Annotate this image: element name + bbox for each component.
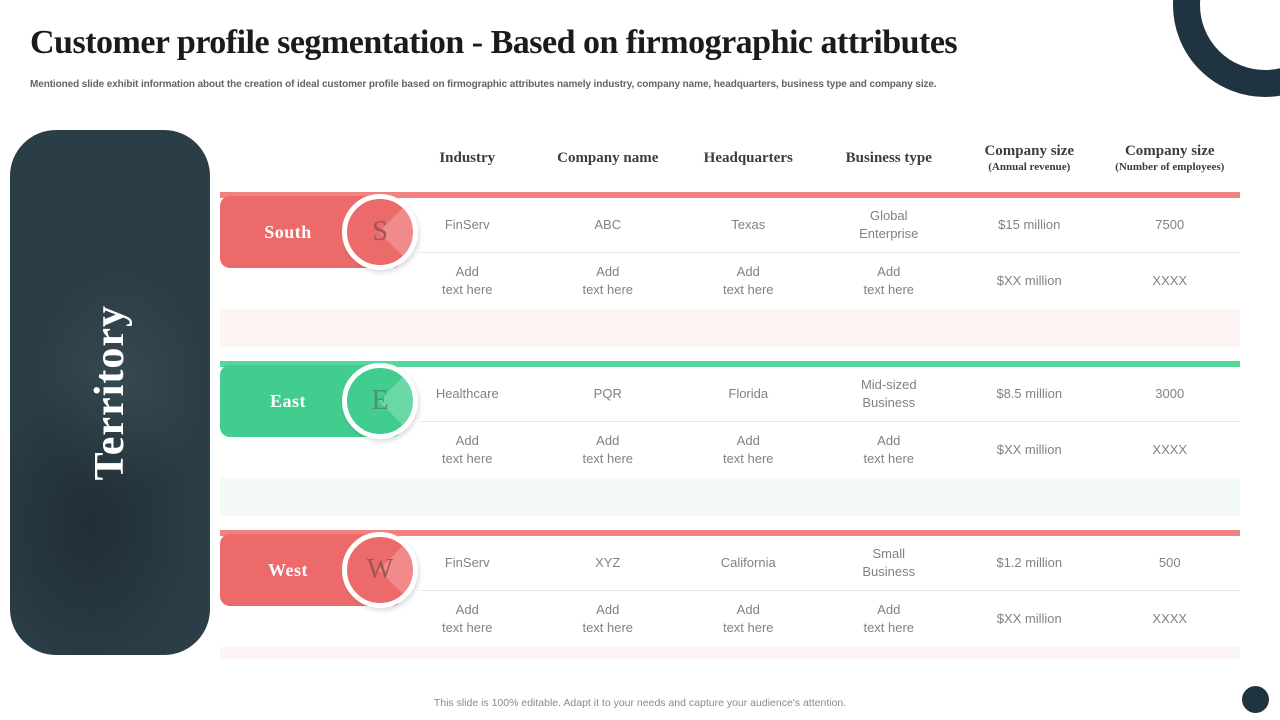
- page-title: Customer profile segmentation - Based on…: [30, 24, 958, 61]
- group-west-tint-strip: [220, 647, 1240, 659]
- segmentation-table: Industry Company name Headquarters Busin…: [220, 125, 1240, 673]
- table-cell: FinServ: [444, 217, 490, 233]
- table-cell: XYZ: [595, 555, 621, 571]
- column-header-industry: Industry: [439, 149, 496, 166]
- badge-initial: W: [366, 554, 394, 585]
- row-divider: [420, 590, 1240, 591]
- group-east-tint-strip: [220, 478, 1240, 516]
- column-header-company-size-revenue: Company size (Annual revenue): [984, 143, 1075, 173]
- column-header-headquarters: Headquarters: [703, 149, 793, 166]
- table-cell: 7500: [1155, 217, 1185, 233]
- row-divider: [420, 252, 1240, 253]
- badge-initial: E: [371, 385, 389, 416]
- group-south-tint-strip: [220, 309, 1240, 347]
- placeholder-cell[interactable]: XXXX: [1152, 442, 1188, 458]
- table-cell: FinServ: [444, 555, 490, 571]
- placeholder-cell[interactable]: Add text here: [863, 264, 915, 297]
- table-cell: PQR: [593, 386, 622, 402]
- group-tag-label: East: [269, 390, 306, 411]
- placeholder-cell[interactable]: Add text here: [582, 264, 634, 297]
- group-tag-label: West: [268, 559, 308, 580]
- table-header-row: Industry Company name Headquarters Busin…: [220, 125, 1240, 192]
- table-cell: Healthcare: [435, 386, 499, 402]
- placeholder-cell[interactable]: Add text here: [582, 433, 634, 466]
- placeholder-cell[interactable]: Add text here: [722, 264, 774, 297]
- placeholder-cell[interactable]: $XX million: [996, 273, 1062, 289]
- territory-panel-label: Territory: [87, 304, 133, 481]
- group-east-accent-bar: [220, 361, 1240, 367]
- corner-dot-decoration: [1242, 686, 1269, 713]
- page-subtitle: Mentioned slide exhibit information abou…: [30, 79, 937, 90]
- column-header-company-name: Company name: [557, 149, 659, 166]
- group-south: FinServ ABC Texas Global Enterprise $15 …: [220, 192, 1240, 347]
- table-cell: Florida: [728, 386, 769, 402]
- placeholder-cell[interactable]: $XX million: [996, 611, 1062, 627]
- table-row: FinServ XYZ California Small Business $1…: [220, 536, 1240, 590]
- table-cell: Small Business: [862, 546, 916, 579]
- territory-panel: Territory: [10, 130, 210, 655]
- table-cell: $15 million: [998, 217, 1061, 233]
- placeholder-cell[interactable]: Add text here: [582, 602, 634, 635]
- placeholder-cell[interactable]: Add text here: [863, 433, 915, 466]
- group-south-accent-bar: [220, 192, 1240, 198]
- group-badge-east: E: [342, 363, 418, 439]
- table-cell: Mid-sized Business: [860, 377, 917, 410]
- corner-ring-decoration: [1173, 0, 1280, 97]
- footer-note: This slide is 100% editable. Adapt it to…: [433, 697, 847, 709]
- column-header-company-size-employees: Company size (Number of employees): [1115, 143, 1225, 173]
- placeholder-cell[interactable]: Add text here: [722, 602, 774, 635]
- row-divider: [420, 421, 1240, 422]
- table-row: Add text here Add text here Add text her…: [220, 422, 1240, 478]
- group-west-accent-bar: [220, 530, 1240, 536]
- table-row: Add text here Add text here Add text her…: [220, 253, 1240, 309]
- table-cell: 500: [1158, 555, 1181, 571]
- table-cell: $1.2 million: [996, 555, 1063, 571]
- table-cell: Global Enterprise: [859, 208, 919, 241]
- placeholder-cell[interactable]: XXXX: [1152, 273, 1188, 289]
- table-cell: 3000: [1155, 386, 1185, 402]
- group-west: FinServ XYZ California Small Business $1…: [220, 530, 1240, 659]
- placeholder-cell[interactable]: Add text here: [722, 433, 774, 466]
- placeholder-cell[interactable]: Add text here: [441, 433, 493, 466]
- table-cell: California: [720, 555, 776, 571]
- group-badge-south: S: [342, 194, 418, 270]
- placeholder-cell[interactable]: $XX million: [996, 442, 1062, 458]
- table-cell: $8.5 million: [996, 386, 1063, 402]
- table-row: Healthcare PQR Florida Mid-sized Busines…: [220, 367, 1240, 421]
- table-row: Add text here Add text here Add text her…: [220, 591, 1240, 647]
- group-tag-label: South: [264, 221, 312, 242]
- table-cell: Texas: [731, 217, 766, 233]
- group-east: Healthcare PQR Florida Mid-sized Busines…: [220, 361, 1240, 516]
- badge-initial: S: [372, 216, 388, 247]
- placeholder-cell[interactable]: Add text here: [441, 602, 493, 635]
- table-cell: ABC: [594, 217, 622, 233]
- placeholder-cell[interactable]: Add text here: [441, 264, 493, 297]
- group-badge-west: W: [342, 532, 418, 608]
- column-header-business-type: Business type: [845, 149, 932, 166]
- placeholder-cell[interactable]: XXXX: [1152, 611, 1188, 627]
- table-row: FinServ ABC Texas Global Enterprise $15 …: [220, 198, 1240, 252]
- placeholder-cell[interactable]: Add text here: [863, 602, 915, 635]
